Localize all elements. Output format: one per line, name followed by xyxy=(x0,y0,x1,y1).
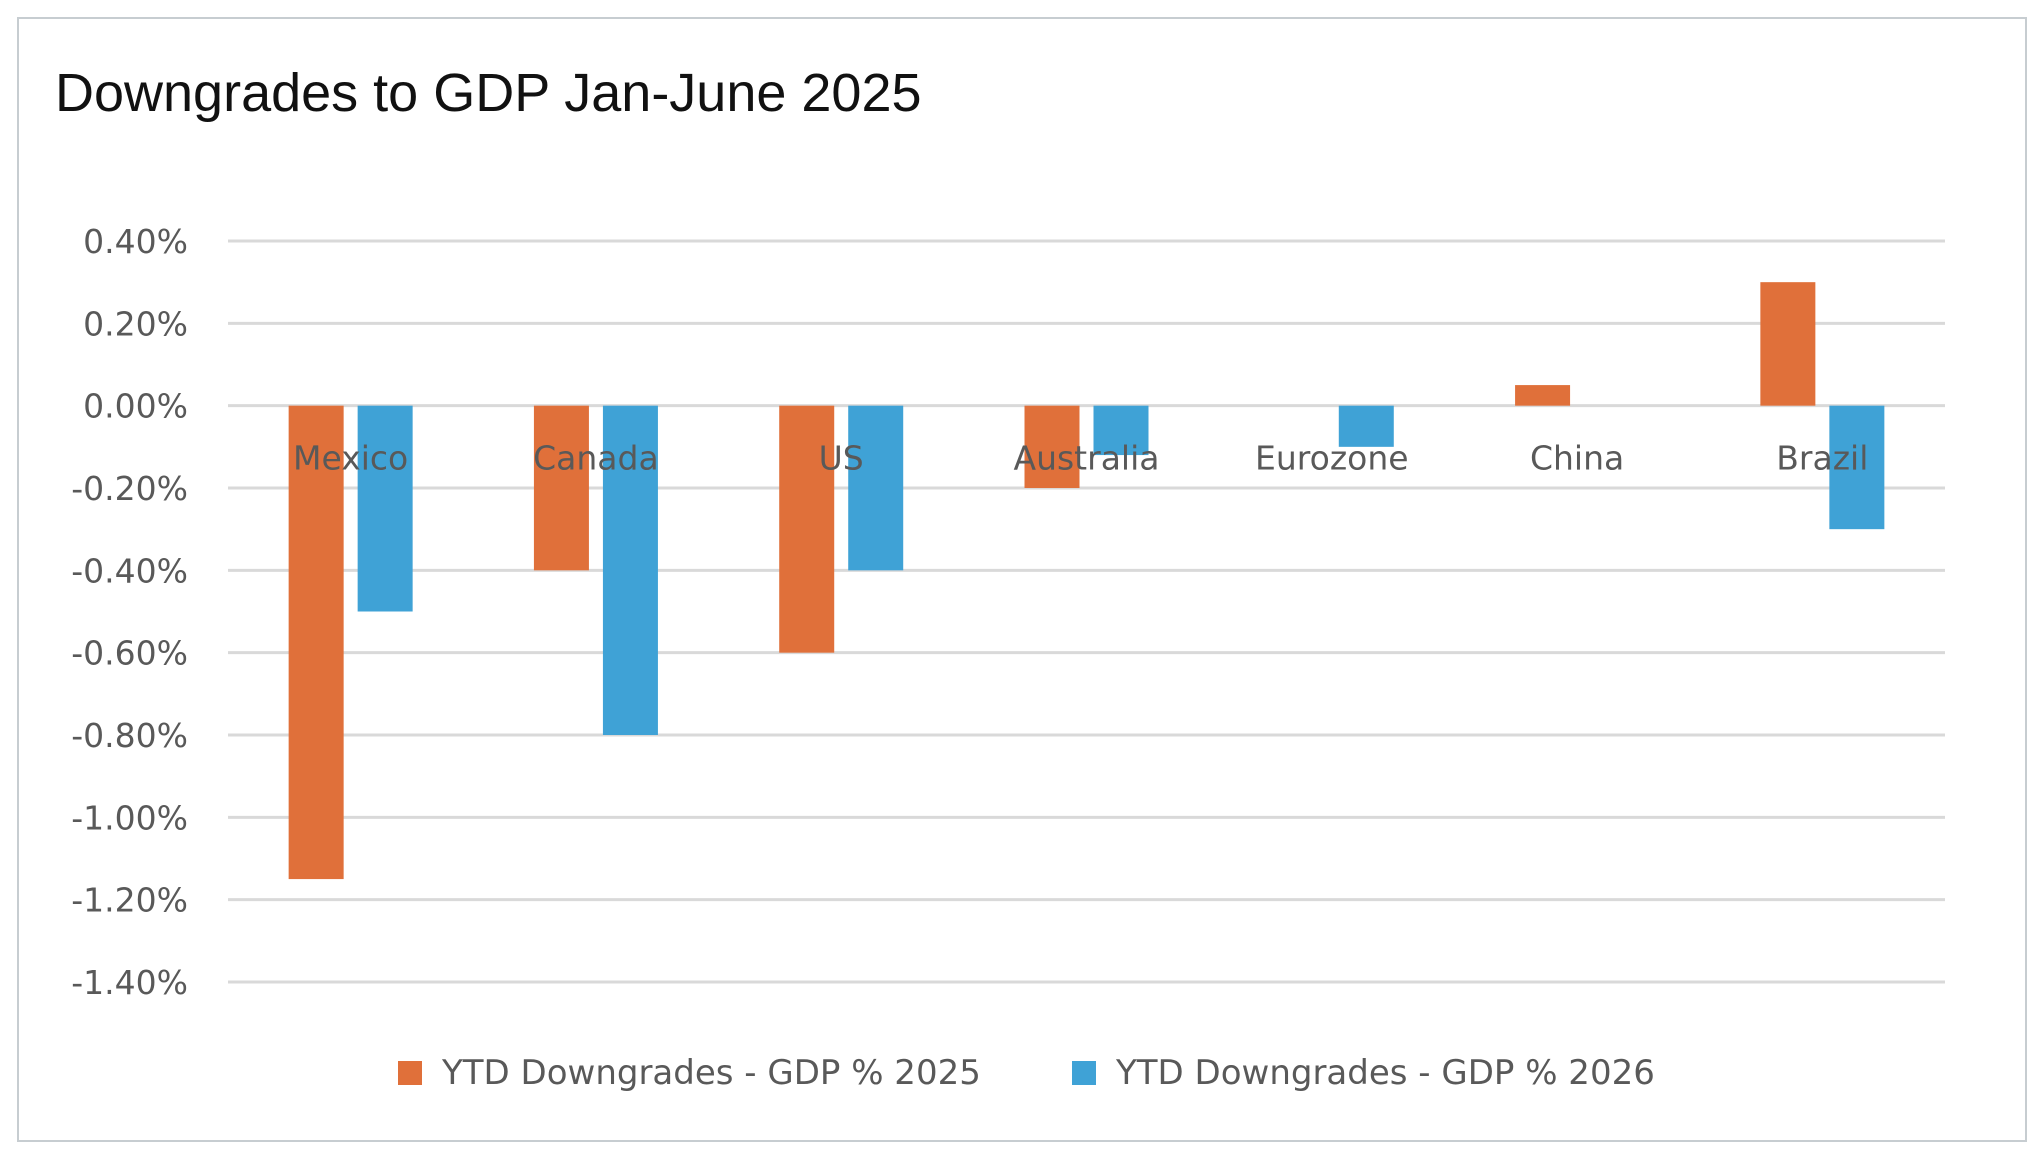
bar-us-series-2 xyxy=(848,405,904,571)
y-tick-label: 0.40% xyxy=(83,222,188,261)
category-label-us: US xyxy=(819,439,864,478)
bar-canada-series-1 xyxy=(533,405,589,571)
bar-australia-series-2 xyxy=(1093,405,1149,456)
bar-mexico-series-1 xyxy=(288,405,344,880)
legend: YTD Downgrades - GDP % 2025 YTD Downgrade… xyxy=(0,1048,2040,1098)
category-label-australia: Australia xyxy=(1014,439,1160,478)
category-label-canada: Canada xyxy=(533,439,659,478)
category-labels: Mexico Canada US Australia Eurozone China Braz… xyxy=(293,439,1868,478)
legend-item-series-2: YTD Downgrades - GDP % 2026 xyxy=(1072,1048,1655,1098)
legend-label: YTD Downgrades - GDP % 2026 xyxy=(1116,1053,1655,1093)
legend-label: YTD Downgrades - GDP % 2025 xyxy=(442,1053,981,1093)
y-tick-label: -0.80% xyxy=(71,716,188,755)
y-tick-label: -0.20% xyxy=(71,469,188,508)
bar-mexico-series-2 xyxy=(357,405,413,612)
legend-item-series-1: YTD Downgrades - GDP % 2025 xyxy=(398,1048,981,1098)
chart-frame xyxy=(17,17,2027,1142)
bar-china-series-1 xyxy=(1515,385,1571,406)
y-tick-label: -0.40% xyxy=(71,551,188,590)
gridlines xyxy=(228,239,1945,984)
y-tick-label: -0.60% xyxy=(71,634,188,673)
y-tick-label: -1.40% xyxy=(71,963,188,1002)
y-tick-label: 0.00% xyxy=(83,387,188,426)
bar-eurozone-series-2 xyxy=(1338,405,1394,447)
legend-swatch xyxy=(1072,1061,1096,1085)
category-label-mexico: Mexico xyxy=(293,439,408,478)
legend-swatch xyxy=(398,1061,422,1085)
y-tick-label: 0.20% xyxy=(83,304,188,343)
category-label-brazil: Brazil xyxy=(1776,439,1868,478)
y-axis-ticks: 0.40% 0.20% 0.00% -0.20% -0.40% -0.60% -0.80% -… xyxy=(71,222,188,1002)
bar-brazil-series-2 xyxy=(1829,405,1885,530)
category-label-eurozone: Eurozone xyxy=(1255,439,1409,478)
chart-title: Downgrades to GDP Jan-June 2025 xyxy=(55,63,922,123)
bar-canada-series-2 xyxy=(602,405,658,735)
y-tick-label: -1.00% xyxy=(71,798,188,837)
bar-brazil-series-1 xyxy=(1760,282,1816,406)
bar-australia-series-1 xyxy=(1024,405,1080,488)
bars xyxy=(288,282,1885,880)
bar-us-series-1 xyxy=(779,405,835,653)
category-label-china: China xyxy=(1530,439,1624,478)
y-tick-label: -1.20% xyxy=(71,881,188,920)
